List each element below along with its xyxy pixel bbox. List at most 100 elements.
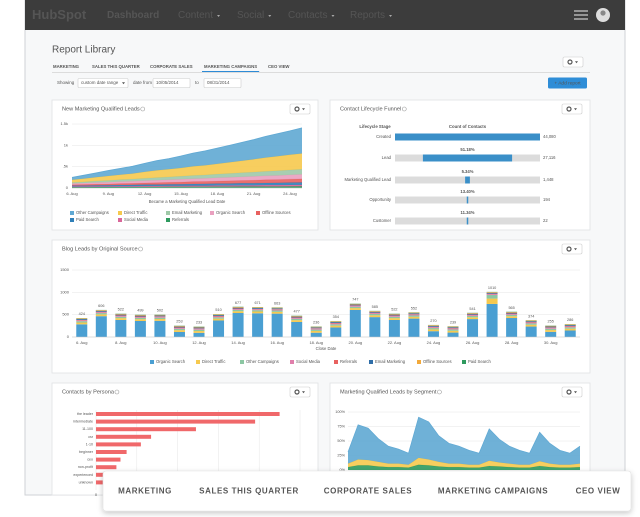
range-select[interactable] xyxy=(77,78,129,88)
bar-segment xyxy=(173,326,185,328)
bar-segment xyxy=(330,327,342,337)
info-icon xyxy=(140,106,146,112)
legend-swatch xyxy=(70,218,74,222)
bar-segment xyxy=(310,328,322,330)
bar-total: 671 xyxy=(254,301,260,305)
bar-segment xyxy=(330,325,342,328)
y-tick-label: 500 xyxy=(62,312,69,317)
overlay-tab[interactable]: SALES THIS QUARTER xyxy=(199,487,299,496)
bar-segment xyxy=(271,309,283,311)
x-tick-label: 28. Aug xyxy=(505,340,519,345)
x-tick-label: 10. Aug xyxy=(153,340,167,345)
column-header: Count of Contacts xyxy=(449,124,487,129)
tab[interactable]: MARKETING CAMPAIGNS xyxy=(204,64,257,69)
legend-label: Direct Traffic xyxy=(202,359,225,364)
legend-swatch xyxy=(118,211,122,215)
bar-segment xyxy=(447,332,459,337)
bar-segment xyxy=(447,326,459,328)
info-icon xyxy=(138,246,143,252)
funnel-bar xyxy=(422,154,513,162)
count-label: 194 xyxy=(543,197,551,202)
nav-item[interactable]: Social xyxy=(237,10,264,21)
conversion-rate: 5.34% xyxy=(462,169,474,174)
settings-button[interactable] xyxy=(289,386,311,398)
tab[interactable]: CEO VIEW xyxy=(268,64,290,69)
bar-segment xyxy=(369,313,381,316)
bar-segment xyxy=(95,314,107,317)
bar-segment xyxy=(115,313,127,315)
legend-swatch xyxy=(256,211,260,215)
date-input[interactable] xyxy=(203,78,242,88)
nav-item[interactable]: Reports xyxy=(350,10,385,21)
bar-segment xyxy=(369,311,381,312)
bar-segment xyxy=(173,331,185,337)
bar-segment xyxy=(115,318,127,320)
bar-segment xyxy=(467,315,479,316)
info-icon xyxy=(114,389,120,395)
overlay-tab[interactable]: CORPORATE SALES xyxy=(324,487,412,496)
bar-segment xyxy=(408,316,420,319)
y-tick-label: 0 xyxy=(66,185,69,190)
bar-segment xyxy=(486,294,498,296)
bar-total: 270 xyxy=(430,319,436,323)
bar-segment xyxy=(388,313,400,315)
settings-button[interactable] xyxy=(561,386,583,398)
x-tick-label: 18. Aug xyxy=(210,191,224,196)
tab[interactable]: SALES THIS QUARTER xyxy=(92,64,141,69)
bar-segment xyxy=(525,324,537,327)
gear-icon xyxy=(294,389,300,395)
x-tick-label: 21. Aug xyxy=(247,191,261,196)
bar-segment xyxy=(564,330,576,337)
settings-button[interactable] xyxy=(561,103,583,115)
bar-total: 522 xyxy=(391,308,397,312)
overlay-tab[interactable]: MARKETING CAMPAIGNS xyxy=(438,487,548,496)
area-fill xyxy=(348,457,580,468)
bar-total: 510 xyxy=(215,308,221,312)
bar-segment xyxy=(349,304,361,306)
bar-segment xyxy=(486,292,498,294)
settings-button[interactable] xyxy=(562,56,584,68)
bar-segment xyxy=(95,312,107,314)
bar-total: 424 xyxy=(79,312,85,316)
nav-item[interactable]: Contacts xyxy=(288,10,327,21)
bar-segment xyxy=(388,315,400,317)
nav-bar xyxy=(25,0,625,30)
bar-segment xyxy=(486,298,498,304)
bar-total: 477 xyxy=(294,310,300,314)
overlay-tab[interactable]: CEO VIEW xyxy=(576,487,621,496)
nav-item[interactable]: Content xyxy=(178,10,213,21)
settings-button[interactable] xyxy=(289,103,311,115)
legend-label: Organic Search xyxy=(216,210,246,215)
stage-label: Created xyxy=(376,134,392,139)
legend-label: Other Campaigns xyxy=(246,359,279,364)
bar-segment xyxy=(193,327,205,329)
date-input[interactable] xyxy=(152,78,191,88)
bar-segment xyxy=(173,328,185,331)
overlay-tab[interactable]: MARKETING xyxy=(118,487,172,496)
x-tick-label: 16. Aug xyxy=(270,340,284,345)
x-axis-title: Close Date xyxy=(316,346,337,351)
add-report-button[interactable] xyxy=(548,77,587,89)
caret xyxy=(574,108,577,111)
tab[interactable]: MARKETING xyxy=(53,64,80,69)
tab[interactable]: CORPORATE SALES xyxy=(150,64,193,69)
filter-label: Showing xyxy=(57,80,75,85)
bar-segment xyxy=(545,331,557,337)
category-label: 11-100 xyxy=(82,427,93,431)
bar xyxy=(96,412,280,416)
bar-segment xyxy=(291,317,303,319)
bar-segment xyxy=(427,329,439,332)
bar-segment xyxy=(154,319,166,321)
legend-swatch xyxy=(334,360,338,364)
x-tick-label: 24. Aug xyxy=(283,191,297,196)
caret xyxy=(574,248,577,251)
bar xyxy=(96,434,152,439)
stage-label: Opportunity xyxy=(369,197,392,202)
settings-button[interactable] xyxy=(561,243,583,255)
legend-label: Other Campaigns xyxy=(76,210,109,215)
nav-item[interactable]: Dashboard xyxy=(107,10,159,21)
avatar-head xyxy=(600,10,606,16)
bar-total: 239 xyxy=(450,320,456,324)
legend-label: Email Marketing xyxy=(375,359,406,364)
